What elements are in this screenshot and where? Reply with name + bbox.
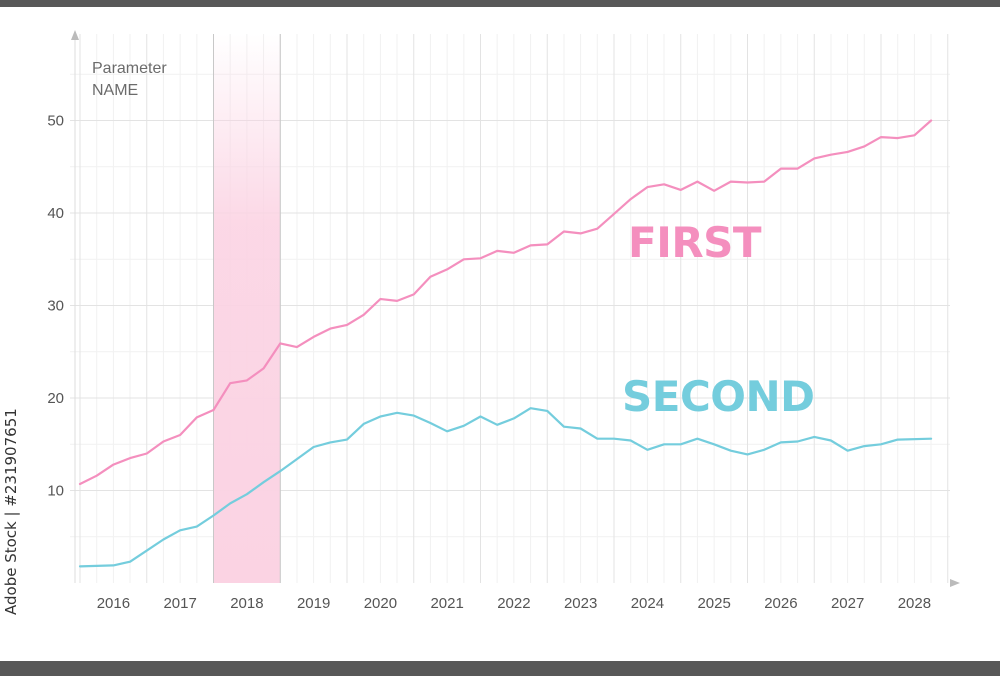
x-tick-label: 2018	[230, 595, 263, 612]
y-axis-label-line-1: Parameter	[92, 60, 167, 77]
y-tick-label: 20	[47, 390, 64, 407]
series-line-first	[78, 119, 933, 486]
top-border-bar	[0, 0, 1000, 7]
highlight-band-2018	[213, 34, 281, 583]
y-tick-label: 30	[47, 298, 64, 315]
y-axis-label: Parameter NAME	[92, 58, 167, 102]
series-label-second: SECOND	[622, 372, 815, 421]
x-tick-label: 2024	[631, 595, 664, 612]
x-tick-label: 2021	[430, 595, 463, 612]
series-line-second	[78, 407, 933, 568]
x-tick-label: 2017	[163, 595, 196, 612]
x-tick-label: 2023	[564, 595, 597, 612]
x-tick-label: 2016	[97, 595, 130, 612]
y-axis-arrow-icon	[71, 30, 79, 40]
y-tick-label: 10	[47, 483, 64, 500]
x-tick-label: 2028	[898, 595, 931, 612]
y-tick-label: 40	[47, 205, 64, 222]
x-tick-label: 2027	[831, 595, 864, 612]
x-tick-label: 2019	[297, 595, 330, 612]
bottom-border-bar	[0, 661, 1000, 676]
series-label-first: FIRST	[628, 218, 762, 267]
x-tick-label: 2025	[697, 595, 730, 612]
x-tick-label: 2020	[364, 595, 397, 612]
y-tick-label: 50	[47, 113, 64, 130]
x-tick-label: 2026	[764, 595, 797, 612]
x-tick-label: 2022	[497, 595, 530, 612]
stock-id-text: Adobe Stock | #231907651	[2, 408, 20, 615]
x-axis-arrow-icon	[950, 579, 960, 587]
y-axis-label-line-2: NAME	[92, 82, 139, 99]
